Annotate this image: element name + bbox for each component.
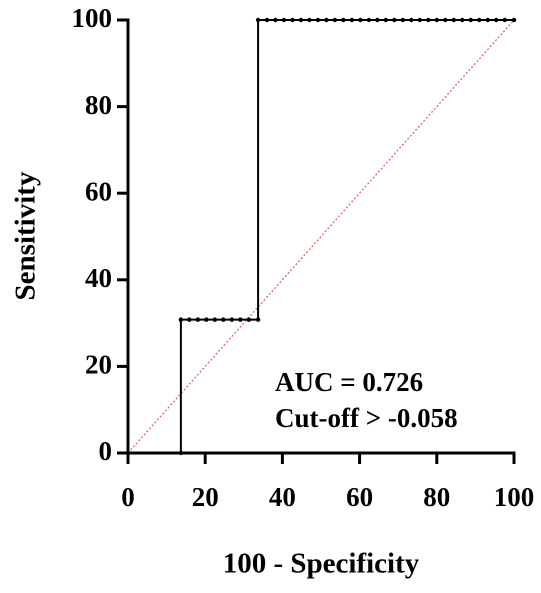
point [485, 17, 490, 23]
point [400, 17, 406, 23]
point [255, 317, 261, 322]
point [477, 17, 482, 23]
point [366, 17, 372, 23]
point [229, 317, 235, 322]
point [178, 317, 184, 322]
point [358, 17, 363, 23]
x-tick-label: 0 [121, 482, 135, 512]
x-tick-label: 100 [494, 482, 535, 512]
point [511, 17, 517, 23]
reference-line [127, 19, 515, 454]
point [443, 17, 448, 23]
point [434, 17, 439, 23]
point [451, 17, 456, 23]
point [332, 17, 338, 23]
annotation: AUC = 0.726 [275, 367, 423, 397]
point [221, 317, 226, 322]
point [255, 17, 261, 23]
point [212, 317, 218, 322]
point [315, 17, 321, 23]
point [324, 17, 329, 23]
point [281, 17, 287, 23]
point [307, 17, 312, 23]
point [417, 17, 423, 23]
x-tick-label: 20 [192, 482, 219, 512]
point [392, 17, 397, 23]
y-tick-label: 80 [85, 90, 112, 120]
point [468, 17, 473, 23]
point [204, 317, 209, 322]
y-tick-label: 0 [99, 436, 113, 466]
point [349, 17, 355, 23]
point [264, 17, 270, 23]
y-tick-label: 100 [72, 3, 113, 33]
x-tick-label: 60 [346, 482, 373, 512]
x-tick-label: 40 [269, 482, 296, 512]
y-tick-label: 40 [85, 263, 112, 293]
point [502, 17, 507, 23]
point [246, 317, 252, 322]
point [195, 317, 201, 322]
point [187, 317, 192, 322]
point [375, 17, 380, 23]
point [383, 17, 389, 23]
point [460, 17, 465, 23]
annotation: Cut-off > -0.058 [275, 403, 458, 433]
y-tick-label: 20 [85, 350, 112, 380]
point [298, 17, 304, 23]
x-tick-label: 80 [423, 482, 450, 512]
point [341, 17, 346, 23]
point [426, 17, 431, 23]
point [409, 17, 414, 23]
y-axis-label: Sensitivity [10, 171, 42, 300]
y-tick-label: 60 [85, 176, 112, 206]
point [290, 17, 295, 23]
x-axis-label: 100 - Specificity [223, 548, 420, 580]
point [494, 17, 499, 23]
point [273, 17, 278, 23]
point [238, 317, 243, 322]
